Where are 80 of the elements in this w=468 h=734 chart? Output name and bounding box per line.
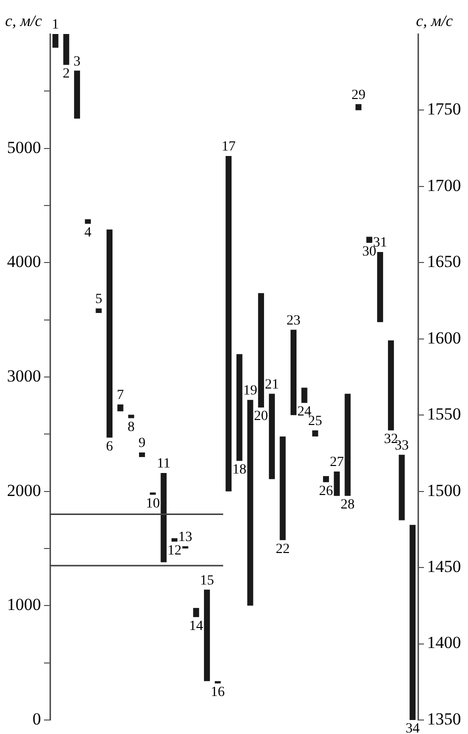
y2-tick-label: 1750 — [427, 100, 461, 119]
x-tick-label: 22 — [276, 542, 290, 557]
x-tick-label: 19 — [243, 384, 258, 399]
x-tick-label: 17 — [222, 140, 236, 155]
y2-tick-label: 1600 — [427, 328, 461, 348]
x-tick-label: 20 — [254, 409, 268, 424]
bar — [258, 293, 264, 408]
x-tick-label: 10 — [146, 496, 160, 512]
y-axis-title: c, м/с — [5, 13, 42, 30]
y2-tick-label: 1550 — [427, 404, 461, 424]
x-tick-label: 27 — [330, 455, 344, 470]
y2-tick-label: 1650 — [427, 252, 461, 272]
bar — [96, 308, 102, 313]
bar — [226, 156, 232, 492]
y-tick-label: 5000 — [7, 138, 41, 157]
bar — [128, 414, 134, 418]
x-tick-label: 18 — [232, 462, 246, 478]
bar — [106, 230, 113, 438]
bar — [74, 70, 80, 119]
x-tick-label: 34 — [406, 722, 420, 734]
x-tick-label: 23 — [286, 313, 301, 328]
bar — [280, 436, 286, 540]
y-tick-label: 1000 — [7, 595, 41, 614]
bar — [247, 400, 254, 606]
x-tick-label: 9 — [138, 436, 146, 452]
bar — [193, 608, 200, 618]
bar — [139, 452, 145, 458]
x-tick-label: 1 — [52, 18, 59, 33]
y-tick-label: 2000 — [7, 480, 41, 500]
x-tick-label: 16 — [210, 685, 225, 700]
bar — [160, 473, 167, 562]
x-tick-label: 13 — [178, 530, 192, 545]
bar — [388, 340, 394, 430]
x-tick-label: 12 — [167, 543, 182, 558]
bar — [290, 330, 297, 416]
x-tick-label: 5 — [95, 292, 102, 308]
bar — [312, 430, 318, 436]
y2-tick-label: 1700 — [427, 176, 461, 195]
bar — [150, 492, 156, 495]
x-tick-label: 11 — [156, 456, 170, 472]
x-tick-label: 6 — [106, 439, 114, 454]
x-tick-label: 21 — [264, 377, 279, 392]
y2-tick-label: 1400 — [427, 633, 461, 652]
bar — [117, 404, 124, 412]
x-tick-label: 14 — [189, 618, 204, 634]
bar — [398, 454, 405, 520]
y-tick-label: 4000 — [7, 252, 41, 272]
bar — [334, 472, 340, 496]
bar — [323, 476, 329, 482]
bar — [171, 538, 178, 542]
bar — [52, 34, 58, 48]
y-tick-label: 0 — [32, 709, 41, 728]
y2-tick-label: 1350 — [427, 709, 461, 728]
x-tick-label: 8 — [128, 420, 135, 435]
bar — [84, 219, 91, 224]
bar — [301, 388, 308, 403]
x-tick-label: 4 — [84, 225, 92, 240]
y2-axis-title: c, м/с — [416, 13, 453, 30]
x-tick-label: 3 — [74, 54, 81, 70]
x-tick-label: 30 — [362, 244, 376, 260]
bar — [63, 34, 70, 65]
bar — [377, 252, 384, 322]
x-tick-label: 29 — [351, 88, 366, 103]
bar — [236, 354, 242, 461]
y2-tick-label: 1450 — [427, 557, 461, 576]
x-tick-label: 28 — [340, 498, 355, 513]
y-tick-label: 3000 — [7, 366, 41, 386]
x-tick-label: 32 — [384, 432, 398, 448]
y2-tick-label: 1500 — [427, 480, 461, 500]
x-tick-label: 26 — [319, 484, 333, 499]
x-tick-label: 2 — [62, 66, 70, 82]
bar — [355, 104, 362, 110]
bar — [366, 236, 372, 243]
x-tick-label: 7 — [116, 388, 124, 404]
x-tick-label: 25 — [308, 414, 322, 430]
bar — [204, 590, 210, 682]
bar — [410, 524, 416, 720]
x-tick-label: 15 — [200, 573, 214, 588]
bar — [344, 394, 351, 496]
bar — [268, 394, 275, 480]
